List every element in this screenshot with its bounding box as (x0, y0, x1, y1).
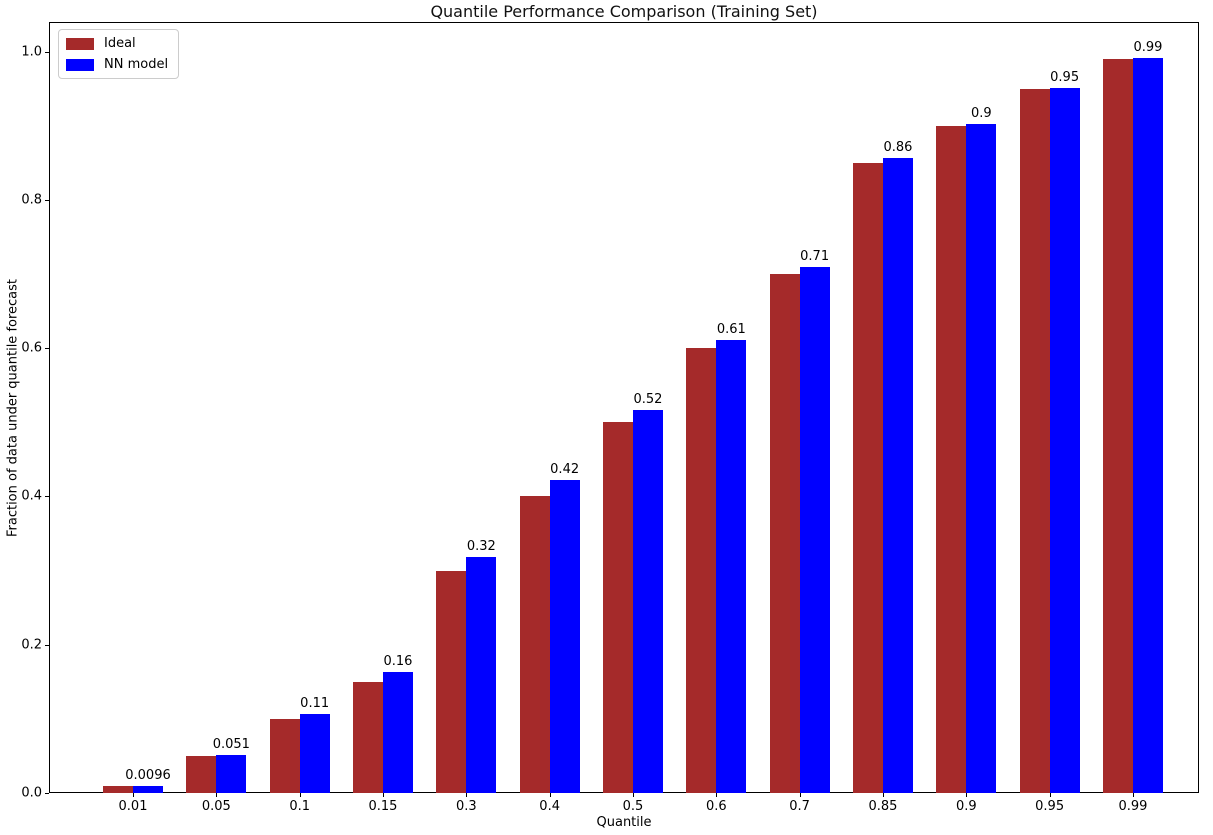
bar-ideal (770, 274, 800, 793)
x-tick (883, 793, 884, 797)
bar-nn-model (633, 410, 663, 793)
bar-nn-model (1133, 58, 1163, 793)
x-tick (716, 793, 717, 797)
bar-nn-model (716, 340, 746, 793)
y-tick (45, 496, 49, 497)
x-tick (966, 793, 967, 797)
bar-value-label: 0.16 (383, 654, 413, 669)
bar-nn-model (800, 267, 830, 793)
x-tick (633, 793, 634, 797)
y-axis-label-wrap: Fraction of data under quantile forecast (0, 22, 26, 793)
bar-value-label: 0.32 (466, 539, 496, 554)
y-tick-label: 0.8 (21, 192, 42, 208)
bar-nn-model (1050, 88, 1080, 793)
x-tick-label: 0.85 (868, 799, 898, 814)
bar-value-label: 0.99 (1133, 40, 1163, 55)
bar-value-label: 0.61 (716, 322, 746, 337)
bar-nn-model (383, 672, 413, 793)
bar-ideal (186, 756, 216, 793)
legend-swatch-nn-model (66, 58, 94, 71)
x-tick-label: 0.7 (789, 799, 810, 814)
y-tick-label: 0.0 (21, 785, 42, 801)
x-tick-label: 0.6 (705, 799, 727, 814)
bar-ideal (103, 786, 133, 793)
y-tick (45, 645, 49, 646)
x-tick (550, 793, 551, 797)
x-tick-label: 0.3 (455, 799, 477, 814)
x-tick-label: 0.5 (622, 799, 644, 814)
y-tick-label: 0.6 (21, 340, 42, 356)
x-tick (133, 793, 134, 797)
x-tick-label: 0.99 (1118, 799, 1148, 814)
chart-title: Quantile Performance Comparison (Trainin… (430, 2, 818, 21)
bar-value-label: 0.86 (883, 140, 913, 155)
x-tick-label: 0.05 (201, 799, 231, 814)
bar-nn-model (133, 786, 163, 793)
bar-nn-model (216, 755, 246, 793)
x-tick-label: 0.1 (289, 799, 310, 814)
y-tick-label: 0.4 (21, 488, 42, 504)
bar-value-label: 0.52 (633, 392, 663, 407)
bar-ideal (603, 422, 633, 793)
bar-nn-model (550, 480, 580, 793)
bar-ideal (853, 163, 883, 793)
legend: Ideal NN model (58, 29, 180, 79)
bar-ideal (1103, 59, 1133, 793)
bar-ideal (436, 571, 466, 793)
bar-ideal (1020, 89, 1050, 793)
bar-ideal (270, 719, 300, 793)
x-tick (800, 793, 801, 797)
x-tick-label: 0.9 (955, 799, 977, 814)
bar-value-label: 0.42 (550, 462, 580, 477)
x-tick (1050, 793, 1051, 797)
y-tick (45, 200, 49, 201)
y-tick (45, 793, 49, 794)
bar-ideal (936, 126, 966, 793)
bar-value-label: 0.11 (300, 696, 330, 711)
y-tick (45, 348, 49, 349)
x-tick (300, 793, 301, 797)
legend-swatch-ideal (66, 37, 94, 50)
legend-label: NN model (104, 57, 169, 72)
y-tick (45, 52, 49, 53)
legend-item: NN model (66, 57, 168, 72)
bar-nn-model (883, 158, 913, 793)
y-tick-label: 1.0 (21, 44, 42, 60)
bar-nn-model (966, 124, 996, 793)
x-tick-label: 0.01 (118, 799, 148, 814)
x-tick-label: 0.4 (539, 799, 560, 814)
bar-ideal (353, 682, 383, 793)
bar-value-label: 0.71 (800, 249, 830, 264)
x-axis-label: Quantile (596, 815, 652, 830)
bar-value-label: 0.051 (212, 737, 250, 752)
legend-item: Ideal (66, 36, 168, 51)
bar-nn-model (300, 714, 330, 793)
bar-value-label: 0.9 (970, 106, 992, 121)
bar-nn-model (466, 557, 496, 793)
x-tick (466, 793, 467, 797)
bar-ideal (520, 496, 550, 793)
legend-label: Ideal (104, 36, 136, 51)
x-tick-label: 0.15 (368, 799, 398, 814)
bar-value-label: 0.0096 (125, 768, 171, 783)
x-tick (1133, 793, 1134, 797)
x-tick (216, 793, 217, 797)
bar-ideal (686, 348, 716, 793)
x-tick (383, 793, 384, 797)
bar-value-label: 0.95 (1050, 70, 1080, 85)
x-tick-label: 0.95 (1035, 799, 1065, 814)
y-tick-label: 0.2 (21, 637, 42, 653)
